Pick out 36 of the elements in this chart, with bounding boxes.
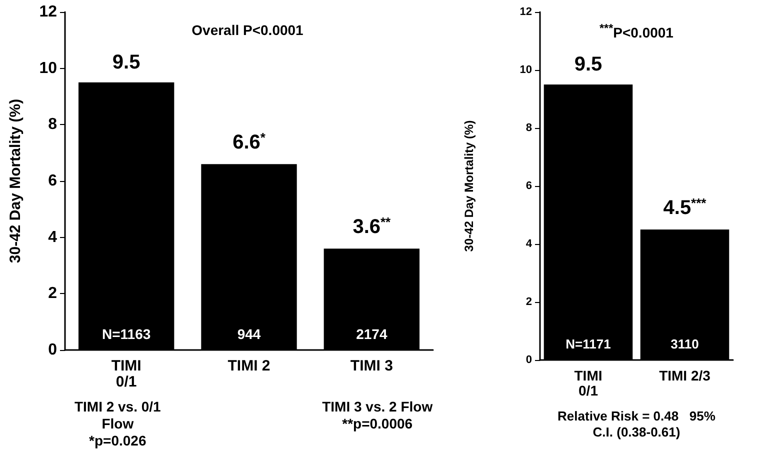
y-tick-label: 8 (48, 116, 58, 134)
annotation: 944 (237, 326, 261, 342)
x-tick-label: TIMI 2/3 (659, 368, 711, 384)
annotation: 2174 (356, 326, 388, 342)
y-axis-title: 30-42 Day Mortality (%) (7, 98, 24, 264)
annotation: N=1171 (566, 336, 611, 352)
y-tick-label: 2 (526, 296, 532, 308)
x-tick-label: TIMI 3 (350, 358, 393, 374)
y-tick-label: 10 (520, 64, 532, 76)
x-tick-label: TIMI 0/1 (574, 368, 602, 398)
y-tick-label: 4 (526, 238, 533, 250)
y-tick-label: 10 (39, 60, 58, 77)
y-tick-label: 6 (526, 180, 532, 192)
x-tick-label: TIMI 0/1 (111, 358, 142, 390)
data-label: 3.6** (352, 214, 392, 238)
annotation: 3110 (670, 336, 699, 352)
y-tick-label: 12 (520, 6, 532, 18)
text: TIMI 2 vs. 0/1 Flow *p=0.026 (74, 398, 162, 448)
text: Relative Risk = 0.48 95% C.I. (0.38-0.61) (558, 408, 716, 440)
text: $^{***}$P<0.0001 (598, 22, 674, 41)
text: Overall P<0.0001 (190, 22, 304, 38)
annotation: N=1163 (102, 326, 151, 342)
data-label: 9.5 (112, 51, 140, 74)
x-tick-label: TIMI 2 (228, 358, 270, 374)
y-tick-label: 8 (526, 122, 532, 134)
y-tick-label: 0 (526, 354, 532, 366)
y-tick-label: 6 (48, 172, 58, 190)
text: TIMI 3 vs. 2 Flow **p=0.0006 (322, 398, 433, 432)
y-tick-label: 2 (48, 285, 58, 302)
data-label: 6.6* (232, 130, 266, 154)
y-tick-label: 12 (39, 4, 58, 20)
y-tick-label: 0 (48, 342, 58, 358)
y-axis-title: 30-42 Day Mortality (%) (462, 120, 476, 252)
y-tick-label: 4 (48, 228, 58, 246)
data-label: 9.5 (574, 54, 602, 76)
data-label: 4.5*** (663, 196, 708, 219)
